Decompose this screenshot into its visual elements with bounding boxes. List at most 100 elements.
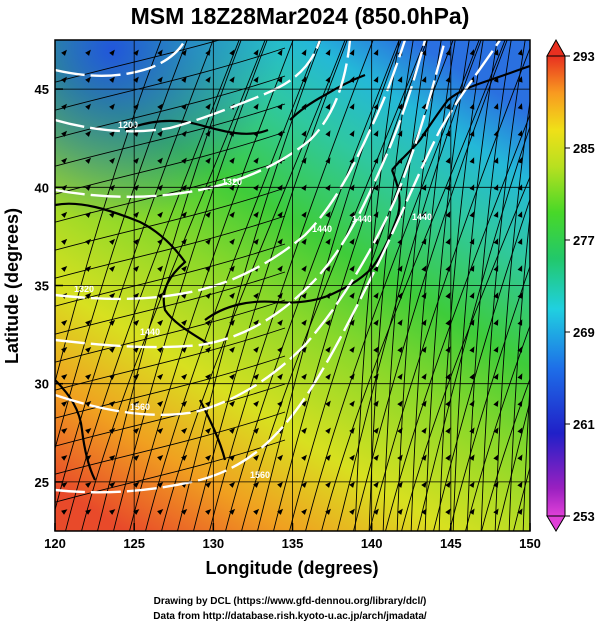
- wind-arrow: [469, 481, 475, 488]
- wind-arrow: [205, 481, 212, 488]
- wind-arrow: [493, 508, 499, 515]
- streamline: [337, 40, 482, 531]
- wind-arrow: [349, 265, 355, 272]
- wind-arrow: [445, 265, 451, 272]
- wind-arrow: [469, 319, 475, 326]
- wind-arrow: [85, 76, 91, 83]
- wind-arrow: [445, 373, 451, 380]
- footer-credit-dcl: Drawing by DCL (https://www.gfd-dennou.o…: [154, 596, 427, 607]
- wind-arrow: [205, 238, 211, 245]
- wind-arrow: [373, 400, 379, 407]
- wind-arrow: [277, 76, 283, 83]
- wind-arrow: [253, 427, 259, 434]
- streamline: [55, 131, 286, 195]
- colorbar-label: 277: [573, 233, 595, 248]
- wind-arrow: [349, 346, 355, 353]
- wind-arrow: [421, 103, 427, 110]
- wind-arrow: [109, 292, 116, 299]
- contour-label: 1320: [222, 177, 242, 187]
- streamline: [465, 324, 530, 531]
- colorbar-bottom-arrow: [546, 515, 566, 532]
- wind-arrow: [133, 76, 139, 83]
- wind-arrow: [373, 454, 379, 461]
- colorbar-labels: 293 285 277 269 261 253: [565, 49, 595, 524]
- colorbar-label: 285: [573, 141, 595, 156]
- wind-arrow: [325, 427, 331, 434]
- wind-arrow: [277, 319, 283, 326]
- wind-arrow: [445, 454, 451, 461]
- wind-arrow: [181, 238, 187, 245]
- lat-lon-grid: [55, 40, 530, 531]
- wind-arrow: [397, 130, 403, 137]
- streamline: [273, 40, 428, 531]
- wind-arrow: [325, 76, 331, 83]
- wind-arrow: [469, 211, 475, 218]
- wind-arrow: [325, 49, 331, 56]
- wind-arrow: [157, 184, 163, 191]
- streamline: [193, 40, 348, 531]
- wind-arrow: [301, 130, 307, 137]
- wind-arrow: [229, 373, 235, 380]
- wind-arrow: [517, 454, 523, 461]
- wind-arrow: [301, 346, 307, 353]
- wind-arrow: [157, 482, 164, 488]
- streamline: [55, 187, 286, 251]
- wind-arrow: [229, 454, 236, 461]
- wind-arrow: [301, 292, 307, 299]
- wind-arrow: [301, 454, 307, 461]
- contour-label: 1440: [312, 224, 332, 234]
- contour-label: 1320: [74, 284, 94, 294]
- wind-arrow: [349, 427, 355, 434]
- wind-arrow: [229, 238, 235, 245]
- wind-arrow: [109, 455, 116, 461]
- wind-arrow: [445, 292, 451, 299]
- wind-arrow: [253, 400, 259, 407]
- wind-arrow: [421, 481, 427, 488]
- wind-arrow: [109, 103, 115, 110]
- streamline: [401, 175, 530, 531]
- footer-credit-data: Data from http://database.rish.kyoto-u.a…: [153, 611, 427, 622]
- wind-arrow: [61, 401, 68, 407]
- streamline: [55, 159, 286, 223]
- wind-arrow: [157, 509, 164, 515]
- wind-arrow: [517, 49, 523, 56]
- wind-arrow: [61, 482, 68, 488]
- wind-arrow: [277, 211, 283, 218]
- wind-arrow: [349, 481, 355, 488]
- wind-arrow: [325, 211, 331, 218]
- wind-arrow: [493, 319, 499, 326]
- streamline: [433, 197, 530, 531]
- wind-arrow: [277, 130, 283, 137]
- wind-arrow: [493, 211, 499, 218]
- wind-arrow: [469, 427, 475, 434]
- wind-arrow: [421, 400, 427, 407]
- wind-arrow: [517, 211, 523, 218]
- wind-arrow: [133, 482, 140, 488]
- wind-arrow: [85, 401, 92, 407]
- wind-arrow: [157, 103, 163, 110]
- wind-arrow: [421, 238, 427, 245]
- streamline: [55, 243, 286, 307]
- wind-arrow: [373, 157, 379, 164]
- streamline: [65, 40, 240, 531]
- wind-arrow: [85, 346, 92, 353]
- wind-arrow: [109, 509, 116, 515]
- wind-arrow: [229, 400, 236, 407]
- wind-arrow: [493, 400, 499, 407]
- streamline: [97, 40, 242, 531]
- wind-arrow: [109, 157, 115, 164]
- colorbar-scale: [546, 55, 566, 517]
- wind-arrow: [205, 130, 211, 137]
- wind-arrow: [85, 428, 92, 434]
- wind-arrow: [493, 157, 499, 164]
- streamline: [508, 211, 530, 531]
- wind-arrow: [445, 238, 451, 245]
- wind-arrow: [277, 265, 283, 272]
- y-tick-label: 35: [35, 279, 49, 294]
- wind-arrow: [325, 454, 331, 461]
- streamline: [55, 411, 286, 475]
- wind-arrow: [373, 508, 379, 515]
- streamline: [55, 103, 286, 167]
- wind-arrow: [517, 373, 523, 380]
- contour-label: 1560: [130, 402, 150, 412]
